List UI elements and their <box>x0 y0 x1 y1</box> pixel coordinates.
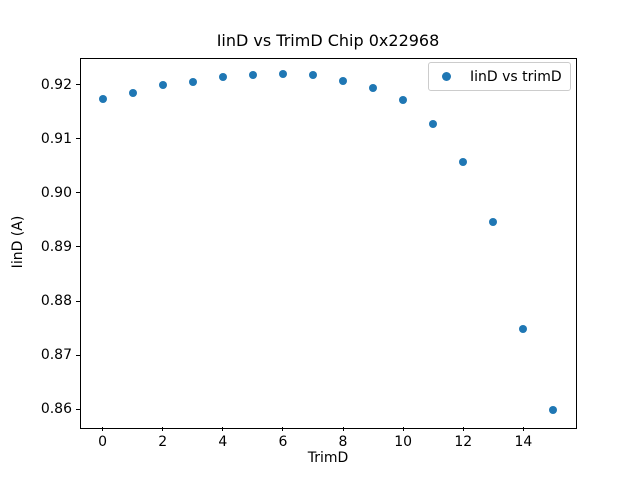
data-point <box>128 88 137 97</box>
data-point <box>399 95 408 104</box>
data-point <box>519 324 528 333</box>
x-tick-label: 6 <box>278 434 288 451</box>
data-point <box>339 76 348 85</box>
x-tick-label: 8 <box>338 434 348 451</box>
x-tick-mark <box>162 427 164 432</box>
data-point <box>489 218 498 227</box>
data-point <box>429 120 438 129</box>
y-tick-label: 0.90 <box>40 184 72 201</box>
data-point <box>308 70 317 79</box>
data-point <box>218 72 227 81</box>
data-point <box>278 69 287 78</box>
x-tick-mark <box>522 427 524 432</box>
y-tick-label: 0.88 <box>40 293 72 310</box>
y-tick-mark <box>76 300 80 302</box>
x-tick-mark <box>222 427 224 432</box>
x-tick-mark <box>102 427 104 432</box>
data-point <box>158 81 167 90</box>
y-tick-mark <box>76 246 80 248</box>
data-point <box>248 70 257 79</box>
x-tick-label: 4 <box>218 434 228 451</box>
x-tick-label: 10 <box>394 434 413 451</box>
legend: IinD vs trimD <box>428 62 571 91</box>
chart-title: IinD vs TrimD Chip 0x22968 <box>216 31 440 50</box>
x-tick-label: 12 <box>454 434 473 451</box>
legend-label: IinD vs trimD <box>470 68 562 85</box>
y-tick-label: 0.92 <box>40 76 72 93</box>
y-tick-label: 0.89 <box>40 238 72 255</box>
y-tick-mark <box>76 354 80 356</box>
y-tick-mark <box>76 138 80 140</box>
legend-marker-icon <box>442 72 451 81</box>
x-tick-label: 0 <box>98 434 107 451</box>
y-tick-label: 0.91 <box>40 130 72 147</box>
y-tick-label: 0.86 <box>40 401 72 418</box>
data-point <box>369 83 378 92</box>
y-tick-mark <box>76 408 80 410</box>
x-tick-mark <box>462 427 464 432</box>
x-tick-label: 2 <box>158 434 168 451</box>
x-tick-mark <box>402 427 404 432</box>
data-point <box>188 78 197 87</box>
data-point <box>98 95 107 104</box>
x-tick-mark <box>342 427 344 432</box>
y-tick-label: 0.87 <box>40 347 72 364</box>
data-point <box>549 406 558 415</box>
plot-area <box>80 58 577 429</box>
y-tick-mark <box>76 84 80 86</box>
x-tick-label: 14 <box>514 434 533 451</box>
data-point <box>459 158 468 167</box>
y-tick-mark <box>76 192 80 194</box>
x-axis-label: TrimD <box>307 450 349 466</box>
x-tick-mark <box>282 427 284 432</box>
